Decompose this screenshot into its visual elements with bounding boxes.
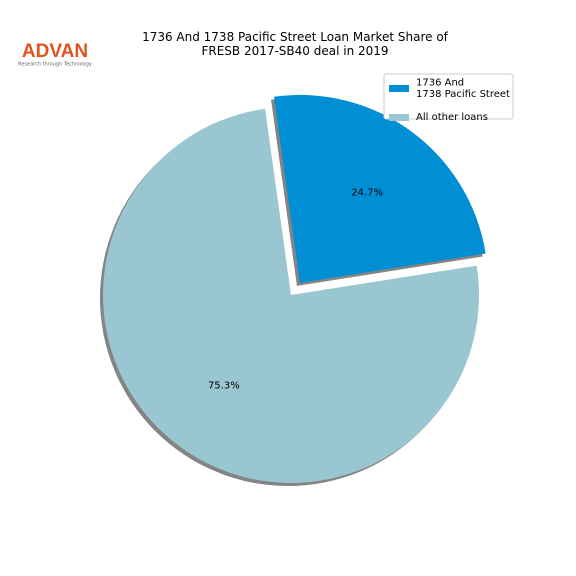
legend-box <box>383 73 514 120</box>
legend-swatch <box>389 85 409 92</box>
slice <box>102 108 479 483</box>
value-label: 75.3% <box>208 381 240 392</box>
legend-label: All other loans <box>416 112 488 123</box>
value-label: 24.7% <box>351 187 383 198</box>
logo: ADVAN <box>22 41 88 62</box>
legend: 1736 And 1738 Pacific Street All other loa… <box>383 73 514 123</box>
legend-swatch <box>389 114 409 121</box>
legend-label: 1736 And 1738 Pacific Street <box>416 77 510 100</box>
pie: 24.7% 75.3% <box>99 94 486 486</box>
logo-tagline: Research through Technology <box>18 62 92 68</box>
slice <box>274 94 486 283</box>
chart-title: 1736 And 1738 Pacific Street Loan Market… <box>142 30 449 58</box>
